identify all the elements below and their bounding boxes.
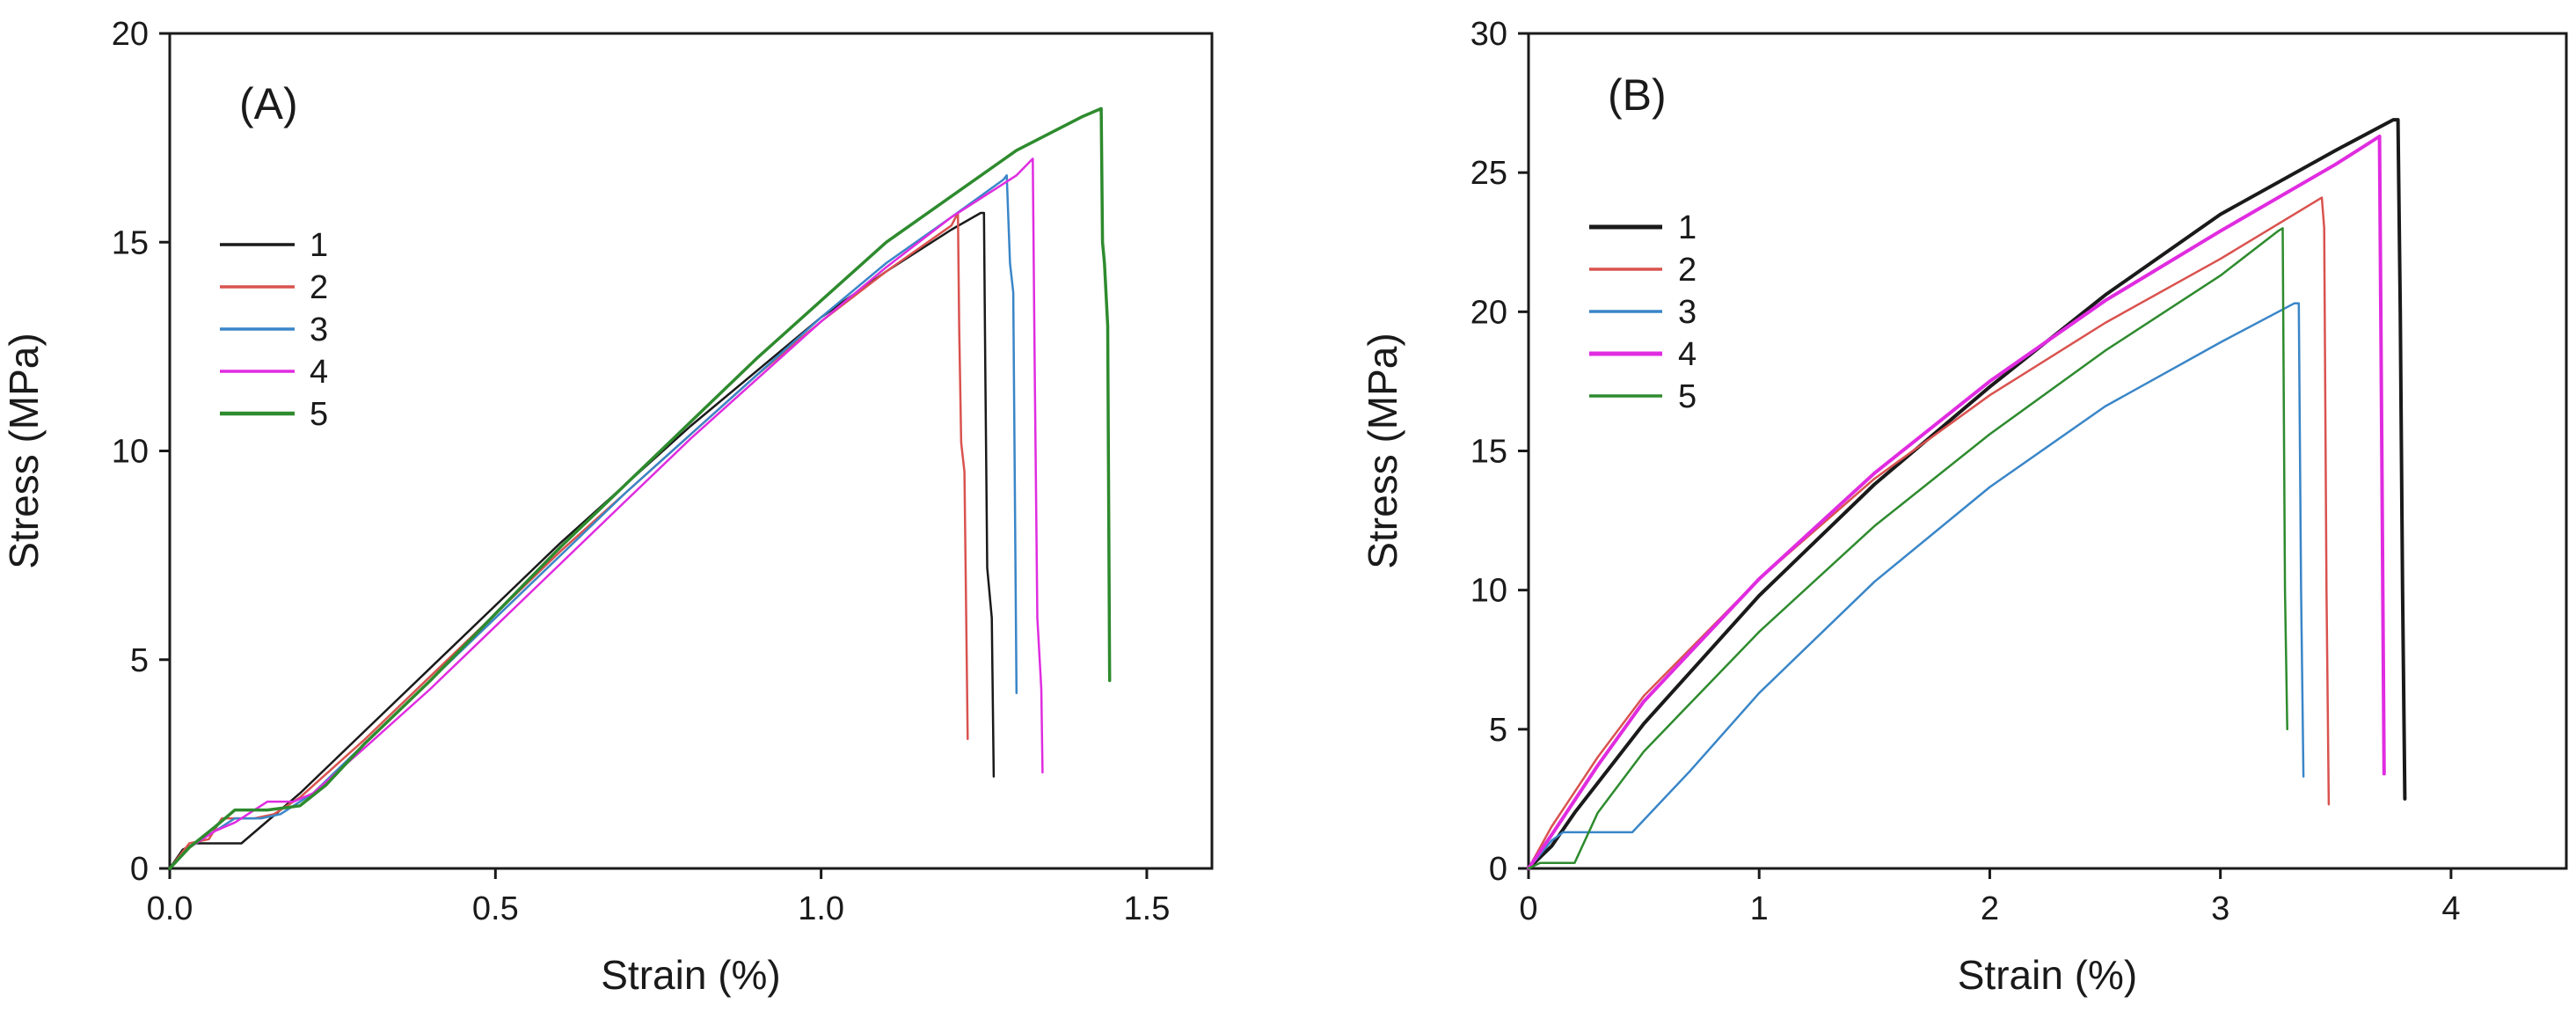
series-line-2 bbox=[1527, 196, 2331, 870]
plot-frame bbox=[1527, 32, 2568, 870]
series-line-5 bbox=[1527, 227, 2288, 870]
y-tick-label: 30 bbox=[1470, 16, 1507, 53]
y-tick-label: 10 bbox=[112, 434, 149, 471]
panel-label: (A) bbox=[239, 79, 298, 128]
legend-label-1: 1 bbox=[1678, 209, 1697, 246]
y-tick-label: 25 bbox=[1470, 155, 1507, 192]
legend-label-5: 5 bbox=[310, 396, 328, 433]
legend-label-2: 2 bbox=[1678, 252, 1697, 289]
y-tick-label: 20 bbox=[1470, 294, 1507, 331]
series-line-5 bbox=[168, 106, 1112, 870]
x-tick-label: 2 bbox=[1981, 890, 1999, 927]
legend-label-4: 4 bbox=[310, 354, 328, 391]
panel-label: (B) bbox=[1608, 70, 1667, 120]
y-axis-title: Stress (MPa) bbox=[1360, 333, 1405, 568]
y-tick-label: 15 bbox=[1470, 434, 1507, 471]
legend-label-5: 5 bbox=[1678, 378, 1697, 415]
x-tick-label: 1.5 bbox=[1124, 890, 1171, 927]
legend-label-4: 4 bbox=[1678, 336, 1697, 373]
x-tick-label: 0.5 bbox=[472, 890, 519, 927]
legend-label-1: 1 bbox=[310, 227, 328, 264]
x-tick-label: 0.0 bbox=[147, 890, 193, 927]
series-line-3 bbox=[1527, 302, 2305, 870]
series-line-1 bbox=[1527, 118, 2407, 870]
legend-label-3: 3 bbox=[310, 311, 328, 348]
y-tick-label: 0 bbox=[130, 851, 149, 888]
plot-frame bbox=[168, 32, 1214, 870]
y-tick-label: 20 bbox=[112, 16, 149, 53]
series-line-3 bbox=[168, 174, 1018, 870]
y-tick-label: 15 bbox=[112, 224, 149, 261]
legend-label-3: 3 bbox=[1678, 294, 1697, 331]
x-tick-label: 4 bbox=[2441, 890, 2460, 927]
x-tick-label: 0 bbox=[1519, 890, 1537, 927]
x-tick-label: 3 bbox=[2211, 890, 2229, 927]
x-axis-title: Strain (%) bbox=[1958, 952, 2137, 998]
x-tick-label: 1.0 bbox=[798, 890, 844, 927]
series-line-1 bbox=[168, 211, 996, 870]
y-tick-label: 0 bbox=[1489, 851, 1507, 888]
series-line-4 bbox=[168, 157, 1044, 870]
y-tick-label: 5 bbox=[130, 642, 149, 679]
y-tick-label: 5 bbox=[1489, 712, 1507, 749]
y-tick-label: 10 bbox=[1470, 573, 1507, 610]
x-axis-title: Strain (%) bbox=[601, 952, 780, 998]
y-axis-title: Stress (MPa) bbox=[1, 333, 47, 568]
legend-label-2: 2 bbox=[310, 269, 328, 306]
series-line-4 bbox=[1527, 135, 2386, 870]
x-tick-label: 1 bbox=[1750, 890, 1769, 927]
